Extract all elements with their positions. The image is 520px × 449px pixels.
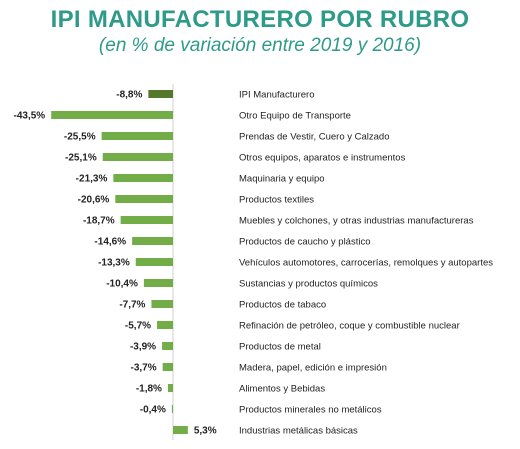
- bar-2: [101, 132, 173, 140]
- category-label-12: Productos de metal: [239, 342, 321, 353]
- bar-9: [143, 279, 173, 287]
- value-label-11: -5,7%: [125, 321, 151, 332]
- value-label-10: -7,7%: [119, 300, 145, 311]
- category-label-3: Otros equipos, aparatos e instrumentos: [239, 153, 406, 164]
- value-label-16: 5,3%: [194, 426, 217, 437]
- bar-6: [120, 216, 173, 224]
- value-label-4: -21,3%: [76, 174, 108, 185]
- bar-10: [151, 300, 173, 308]
- category-label-2: Prendas de Vestir, Cuero y Calzado: [239, 132, 390, 143]
- bar-11: [157, 321, 173, 329]
- bar-14: [167, 384, 173, 392]
- value-label-7: -14,6%: [94, 237, 126, 248]
- category-label-7: Productos de caucho y plástico: [239, 237, 371, 248]
- chart-title: IPI MANUFACTURERO POR RUBRO: [50, 6, 470, 33]
- bar-8: [135, 258, 173, 266]
- value-label-6: -18,7%: [83, 216, 115, 227]
- bar-13: [162, 363, 173, 371]
- category-label-10: Productos de tabaco: [239, 300, 326, 311]
- value-label-3: -25,1%: [65, 153, 97, 164]
- bar-4: [113, 174, 173, 182]
- category-label-13: Madera, papel, edición e impresión: [239, 363, 387, 374]
- category-label-14: Alimentos y Bebidas: [239, 384, 325, 395]
- bar-12: [162, 342, 173, 350]
- bar-5: [115, 195, 173, 203]
- value-label-12: -3,9%: [130, 342, 156, 353]
- bar-16: [173, 426, 188, 434]
- category-label-11: Refinación de petróleo, coque y combusti…: [239, 321, 460, 332]
- bar-3: [102, 153, 173, 161]
- bar-7: [132, 237, 173, 245]
- category-label-4: Maquinaria y equipo: [239, 174, 325, 185]
- category-label-5: Productos textiles: [239, 195, 314, 206]
- category-label-1: Otro Equipo de Transporte: [239, 111, 351, 122]
- category-label-15: Productos minerales no metálicos: [239, 405, 382, 416]
- value-label-5: -20,6%: [78, 195, 110, 206]
- value-label-2: -25,5%: [64, 132, 96, 143]
- value-label-15: -0,4%: [140, 405, 166, 416]
- category-label-6: Muebles y colchones, y otras industrias …: [239, 216, 474, 227]
- category-label-8: Vehículos automotores, carrocerías, remo…: [239, 258, 493, 269]
- value-label-14: -1,8%: [136, 384, 162, 395]
- value-label-9: -10,4%: [106, 279, 138, 290]
- value-label-1: -43,5%: [14, 111, 46, 122]
- category-label-16: Industrias metálicas básicas: [239, 426, 358, 437]
- value-label-8: -13,3%: [98, 258, 130, 269]
- category-label-0: IPI Manufacturero: [239, 90, 315, 101]
- value-label-0: -8,8%: [116, 90, 142, 101]
- value-label-13: -3,7%: [131, 363, 157, 374]
- bar-0: [148, 90, 173, 98]
- bar-1: [51, 111, 174, 119]
- bar-15: [171, 405, 173, 413]
- category-label-9: Sustancias y productos químicos: [239, 279, 378, 290]
- chart-subtitle: (en % de variación entre 2019 y 2016): [98, 35, 422, 56]
